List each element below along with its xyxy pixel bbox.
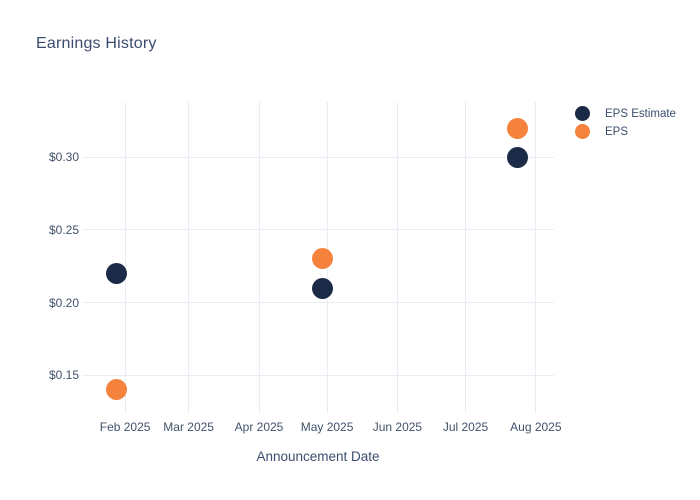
data-point-eps[interactable]	[507, 117, 529, 139]
gridline-v	[124, 102, 126, 413]
gridline-h	[82, 302, 554, 304]
x-tick-label: May 2025	[300, 420, 354, 434]
gridline-v	[465, 102, 466, 413]
data-point-eps[interactable]	[105, 379, 127, 401]
x-tick-label: Apr 2025	[234, 420, 284, 434]
legend-item-eps[interactable]: EPS	[575, 124, 676, 139]
x-tick-label: Aug 2025	[510, 420, 562, 434]
x-tick-label: Jun 2025	[372, 420, 423, 434]
data-point-eps-estimate[interactable]	[105, 262, 127, 284]
legend-marker-icon	[575, 124, 590, 139]
gridline-v	[396, 102, 398, 413]
y-tick-label: $0.25	[48, 222, 79, 237]
y-tick-label: $0.20	[48, 295, 79, 310]
gridline-v	[188, 102, 190, 413]
legend: EPS Estimate EPS	[575, 106, 676, 139]
legend-item-eps-estimate[interactable]: EPS Estimate	[575, 106, 676, 121]
x-axis-title: Announcement Date	[256, 449, 380, 464]
data-point-eps-estimate[interactable]	[312, 277, 334, 299]
x-tick-label: Jul 2025	[442, 420, 489, 434]
legend-item-label: EPS Estimate	[605, 107, 676, 120]
gridline-h	[82, 374, 554, 376]
data-point-eps[interactable]	[312, 248, 334, 270]
y-tick-label: $0.30	[48, 150, 79, 165]
gridline-v	[258, 102, 260, 413]
legend-marker-icon	[575, 106, 590, 121]
gridline-v	[535, 102, 537, 413]
chart-title: Earnings History	[36, 35, 157, 52]
x-tick-label: Mar 2025	[163, 420, 214, 434]
gridline-h	[82, 229, 554, 231]
data-point-eps-estimate[interactable]	[507, 146, 529, 168]
legend-item-label: EPS	[605, 125, 629, 138]
y-tick-label: $0.15	[48, 368, 79, 383]
x-tick-label: Feb 2025	[99, 420, 151, 434]
gridline-h	[82, 156, 554, 158]
